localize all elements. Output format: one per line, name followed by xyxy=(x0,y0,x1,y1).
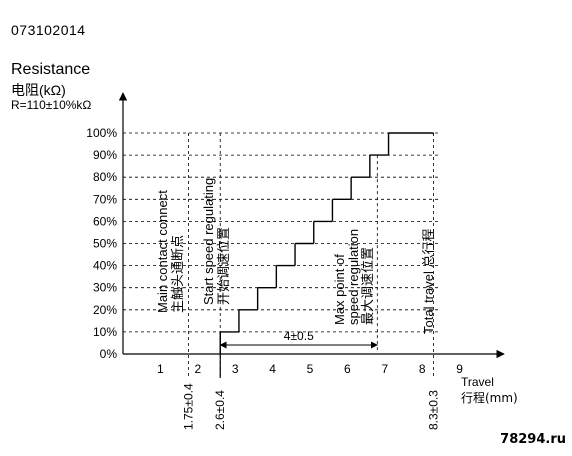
resistance-value: R=110±10%kΩ xyxy=(11,98,92,112)
x-tick-label: 5 xyxy=(307,362,314,376)
max-point-label: Max point of xyxy=(332,254,347,325)
y-tick-label: 70% xyxy=(93,192,117,206)
x-tick-label: 1 xyxy=(157,362,164,376)
watermark: 78294.ru xyxy=(500,432,566,447)
marker-label: 8.3±0.3 xyxy=(426,390,440,430)
x-tick-label: 2 xyxy=(194,362,201,376)
annotations: 4±0.5 Main contact connect 主触头通断点 Start spe… xyxy=(155,155,436,350)
x-tick-label: 8 xyxy=(419,362,426,376)
x-tick-label: 6 xyxy=(344,362,351,376)
tick-labels: 0% 10% 20% 30% 40% 50% 60% 70% 80% 90% 100% 1 2 3 4 5 6 7… xyxy=(86,126,517,405)
main-contact-label: 主触头通断点 xyxy=(171,235,186,313)
y-tick-label: 80% xyxy=(93,170,117,184)
x-axis-title-en: Travel xyxy=(461,375,494,389)
max-point-label: 最大调速位置 xyxy=(361,247,376,325)
total-travel-label: Total travel 总行程 xyxy=(421,229,436,334)
resistance-label-en: Resistance xyxy=(11,61,91,78)
max-point-label: speed regulation xyxy=(346,229,361,325)
start-speed-label: Start speed regulating xyxy=(201,178,216,305)
grid-lines xyxy=(123,132,441,333)
start-speed-label: 开始调速位置 xyxy=(217,227,232,305)
y-tick-label: 30% xyxy=(93,281,117,295)
resistance-label-cn: 电阻(kΩ) xyxy=(11,82,66,98)
series-layer xyxy=(219,132,434,354)
y-tick-label: 60% xyxy=(93,214,117,228)
marker-label: 1.75±0.4 xyxy=(181,383,195,430)
axes xyxy=(118,92,505,359)
main-contact-label: Main contact connect xyxy=(155,190,170,313)
y-tick-label: 40% xyxy=(93,259,117,273)
document-code: 073102014 xyxy=(11,22,86,38)
y-tick-label: 90% xyxy=(93,148,117,162)
y-tick-label: 0% xyxy=(100,347,118,361)
x-axis-title-cn: 行程(mm) xyxy=(461,390,518,405)
y-tick-label: 10% xyxy=(93,325,117,339)
y-tick-label: 50% xyxy=(93,237,117,251)
travel-markers: 1.75±0.4 2.6±0.4 8.3±0.3 xyxy=(181,133,440,430)
marker-label: 2.6±0.4 xyxy=(213,390,227,430)
x-tick-label: 9 xyxy=(456,362,463,376)
x-tick-label: 4 xyxy=(269,362,276,376)
dimension-label: 4±0.5 xyxy=(284,329,314,343)
x-tick-label: 3 xyxy=(232,362,239,376)
x-tick-label: 7 xyxy=(381,362,388,376)
y-tick-label: 100% xyxy=(86,126,117,140)
y-tick-label: 20% xyxy=(93,303,117,317)
